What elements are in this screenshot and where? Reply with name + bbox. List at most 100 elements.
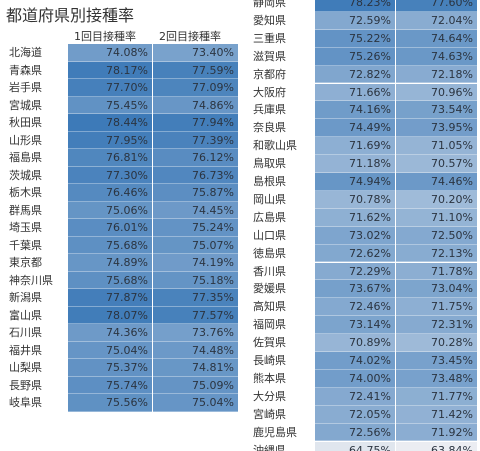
value-cell: 73.02%: [315, 226, 395, 245]
value-cell: 75.18%: [153, 271, 238, 289]
row-name: 静岡県: [253, 0, 286, 9]
row-name: 千葉県: [9, 238, 42, 252]
value-cell: 74.36%: [68, 324, 152, 342]
value-cell: 71.62%: [315, 208, 395, 227]
row-name: 岩手県: [9, 81, 42, 94]
column-header: 2回目接種率: [159, 30, 221, 43]
value-cell: 76.01%: [68, 219, 152, 237]
value-cell: 73.14%: [315, 316, 395, 335]
row-name: 京都府: [253, 67, 286, 81]
value-cell: 75.04%: [68, 341, 152, 359]
value-cell: 78.17%: [68, 61, 152, 79]
value-cell: 72.13%: [396, 244, 477, 263]
value-cell: 74.86%: [153, 96, 238, 114]
row-name: 佐賀県: [253, 336, 286, 350]
row-name: 香川県: [253, 264, 286, 278]
value-cell: 71.05%: [396, 137, 477, 156]
value-cell: 74.48%: [153, 341, 238, 359]
row-name: 徳島県: [253, 246, 286, 260]
table-title: 都道府県別接種率: [6, 6, 135, 25]
value-cell: 72.46%: [315, 298, 395, 317]
row-name: 兵庫県: [253, 103, 286, 117]
row-name: 長野県: [9, 378, 42, 392]
value-cell: 78.23%: [315, 0, 395, 12]
value-cell: 72.04%: [396, 11, 477, 30]
value-cell: 75.26%: [315, 47, 395, 66]
value-cell: 77.35%: [153, 289, 238, 307]
row-name: 鳥取県: [253, 157, 286, 171]
row-name: 秋田県: [9, 116, 42, 129]
value-cell: 73.67%: [315, 280, 395, 299]
value-cell: 71.92%: [396, 423, 477, 442]
row-name: 沖縄県: [253, 443, 286, 451]
value-cell: 77.87%: [68, 289, 152, 307]
value-cell: 70.78%: [315, 190, 395, 209]
row-name: 富山県: [9, 308, 42, 322]
value-cell: 77.70%: [68, 79, 152, 97]
value-cell: 75.09%: [153, 376, 238, 394]
value-cell: 71.77%: [396, 387, 477, 406]
value-cell: 72.56%: [315, 423, 395, 442]
value-cell: 74.63%: [396, 47, 477, 66]
value-cell: 74.19%: [153, 254, 238, 272]
value-cell: 75.07%: [153, 236, 238, 254]
value-cell: 76.12%: [153, 149, 238, 167]
value-cell: 71.42%: [396, 405, 477, 424]
value-cell: 73.04%: [396, 280, 477, 299]
value-cell: 72.05%: [315, 405, 395, 424]
row-name: 北海道: [9, 46, 42, 59]
value-cell: 75.45%: [68, 96, 152, 114]
row-name: 埼玉県: [9, 221, 42, 234]
value-cell: 75.37%: [68, 359, 152, 377]
value-cell: 72.50%: [396, 226, 477, 245]
value-cell: 74.81%: [153, 359, 238, 377]
value-cell: 75.74%: [68, 376, 152, 394]
row-name: 福井県: [9, 343, 42, 357]
row-name: 神奈川県: [9, 273, 53, 287]
value-cell: 77.39%: [153, 131, 238, 149]
value-cell: 75.56%: [68, 394, 152, 412]
value-cell: 74.16%: [315, 101, 395, 120]
value-cell: 71.66%: [315, 83, 395, 102]
row-name: 岐阜県: [9, 396, 42, 409]
value-cell: 74.00%: [315, 369, 395, 388]
row-name: 山形県: [9, 133, 42, 147]
value-cell: 73.45%: [396, 352, 477, 370]
row-name: 滋賀県: [253, 49, 286, 63]
value-cell: 77.95%: [68, 131, 152, 149]
row-name: 高知県: [253, 300, 286, 314]
row-name: 青森県: [9, 63, 42, 77]
value-cell: 72.41%: [315, 387, 395, 406]
value-cell: 74.45%: [153, 201, 238, 219]
value-cell: 74.46%: [396, 173, 477, 191]
row-name: 鹿児島県: [253, 425, 297, 439]
row-name: 広島県: [253, 210, 286, 224]
value-cell: 74.94%: [315, 173, 395, 191]
row-name: 山梨県: [9, 361, 42, 374]
row-name: 大分県: [253, 389, 286, 403]
value-cell: 75.04%: [153, 394, 238, 412]
value-cell: 75.22%: [315, 29, 395, 48]
value-cell: 74.89%: [68, 254, 152, 272]
row-name: 茨城県: [9, 168, 42, 182]
value-cell: 75.24%: [153, 219, 238, 237]
value-cell: 70.28%: [396, 334, 477, 352]
row-name: 愛知県: [253, 13, 286, 27]
value-cell: 73.95%: [396, 119, 477, 138]
row-name: 長崎県: [253, 354, 286, 367]
value-cell: 72.82%: [315, 65, 395, 84]
value-cell: 77.60%: [396, 0, 477, 12]
row-name: 新潟県: [9, 291, 42, 304]
value-cell: 74.02%: [315, 352, 395, 370]
value-cell: 73.40%: [153, 44, 238, 62]
value-cell: 73.76%: [153, 324, 238, 342]
value-cell: 72.59%: [315, 11, 395, 30]
row-name: 宮城県: [9, 98, 42, 112]
value-cell: 76.81%: [68, 149, 152, 167]
value-cell: 78.07%: [68, 306, 152, 324]
value-cell: 63.84%: [396, 441, 477, 451]
value-cell: 72.29%: [315, 262, 395, 281]
value-cell: 76.46%: [68, 184, 152, 202]
value-cell: 71.10%: [396, 208, 477, 227]
